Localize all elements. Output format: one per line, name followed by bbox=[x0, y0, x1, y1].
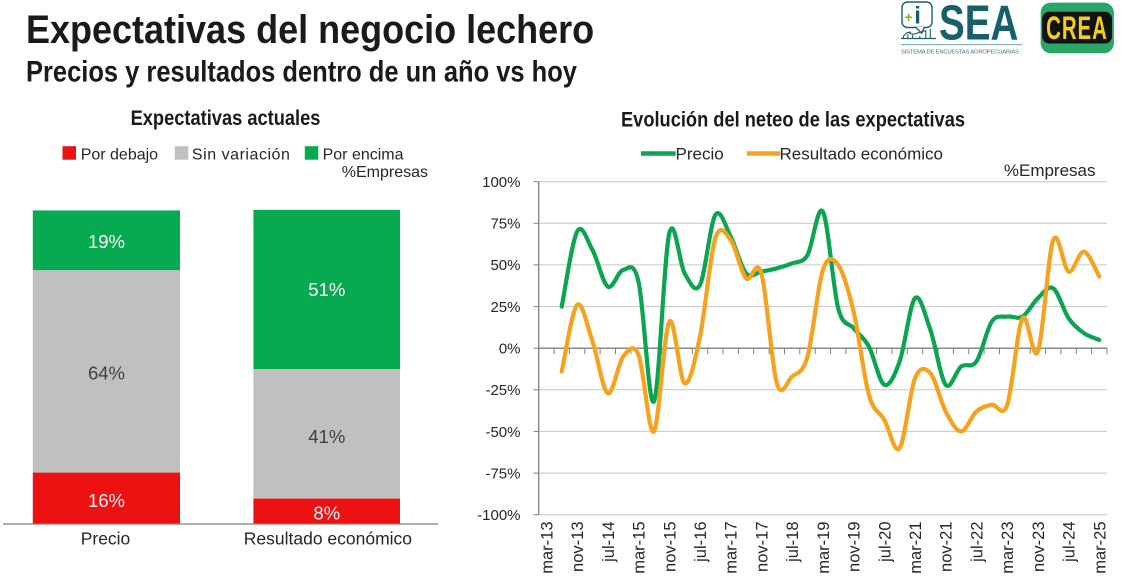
svg-text:-75%: -75% bbox=[485, 465, 520, 482]
svg-text:19%: 19% bbox=[88, 231, 125, 252]
svg-text:64%: 64% bbox=[88, 363, 125, 384]
svg-text:Precio: Precio bbox=[676, 145, 724, 164]
svg-text:CREA: CREA bbox=[1046, 10, 1108, 46]
svg-text:mar-17: mar-17 bbox=[723, 522, 741, 574]
svg-text:SEA: SEA bbox=[939, 0, 1018, 51]
svg-text:i: i bbox=[914, 2, 921, 29]
svg-text:nov-13: nov-13 bbox=[569, 522, 587, 572]
svg-text:-25%: -25% bbox=[485, 382, 520, 399]
svg-text:jul-24: jul-24 bbox=[1061, 522, 1079, 563]
svg-text:50%: 50% bbox=[490, 257, 520, 274]
svg-text:-100%: -100% bbox=[477, 507, 520, 524]
svg-text:41%: 41% bbox=[308, 426, 345, 447]
svg-text:Sin variación: Sin variación bbox=[192, 146, 290, 163]
svg-text:jul-16: jul-16 bbox=[692, 522, 710, 563]
svg-text:jul-20: jul-20 bbox=[876, 522, 894, 563]
svg-text:%Empresas: %Empresas bbox=[342, 164, 428, 181]
svg-text:Resultado económico: Resultado económico bbox=[244, 529, 412, 549]
svg-text:75%: 75% bbox=[490, 216, 520, 233]
svg-text:nov-17: nov-17 bbox=[753, 522, 771, 572]
svg-text:nov-23: nov-23 bbox=[1030, 522, 1048, 572]
svg-text:Por encima: Por encima bbox=[323, 146, 404, 163]
svg-text:SISTEMA DE ENCUESTAS AGROPECUA: SISTEMA DE ENCUESTAS AGROPECUARIAS bbox=[901, 49, 1019, 55]
svg-text:mar-15: mar-15 bbox=[631, 522, 649, 574]
svg-text:nov-19: nov-19 bbox=[846, 522, 864, 572]
svg-text:mar-23: mar-23 bbox=[999, 522, 1017, 574]
svg-text:Por debajo: Por debajo bbox=[81, 146, 158, 163]
svg-text:+: + bbox=[905, 9, 913, 25]
svg-text:mar-19: mar-19 bbox=[815, 522, 833, 574]
svg-text:mar-21: mar-21 bbox=[907, 522, 925, 574]
svg-text:25%: 25% bbox=[490, 299, 520, 316]
svg-text:Precios y resultados dentro de: Precios y resultados dentro de un año vs… bbox=[26, 55, 577, 88]
svg-text:Evolución del neteo de las exp: Evolución del neteo de las expectativas bbox=[621, 108, 965, 132]
svg-text:nov-15: nov-15 bbox=[661, 522, 679, 572]
svg-text:Expectativas actuales: Expectativas actuales bbox=[131, 107, 321, 131]
svg-text:Resultado económico: Resultado económico bbox=[780, 145, 943, 164]
svg-text:%Empresas: %Empresas bbox=[1004, 161, 1096, 180]
svg-text:jul-18: jul-18 bbox=[784, 522, 802, 563]
svg-text:jul-14: jul-14 bbox=[600, 522, 618, 563]
svg-text:nov-21: nov-21 bbox=[938, 522, 956, 572]
svg-text:Precio: Precio bbox=[81, 529, 131, 549]
svg-text:8%: 8% bbox=[313, 502, 340, 523]
svg-text:0%: 0% bbox=[499, 341, 521, 358]
svg-text:mar-25: mar-25 bbox=[1091, 522, 1109, 574]
svg-text:51%: 51% bbox=[308, 279, 345, 300]
svg-text:Expectativas del negocio leche: Expectativas del negocio lechero bbox=[26, 8, 594, 52]
svg-text:16%: 16% bbox=[88, 490, 125, 511]
svg-text:-50%: -50% bbox=[485, 424, 520, 441]
svg-text:jul-22: jul-22 bbox=[968, 522, 986, 563]
svg-text:mar-13: mar-13 bbox=[538, 522, 556, 574]
svg-text:100%: 100% bbox=[482, 174, 520, 191]
